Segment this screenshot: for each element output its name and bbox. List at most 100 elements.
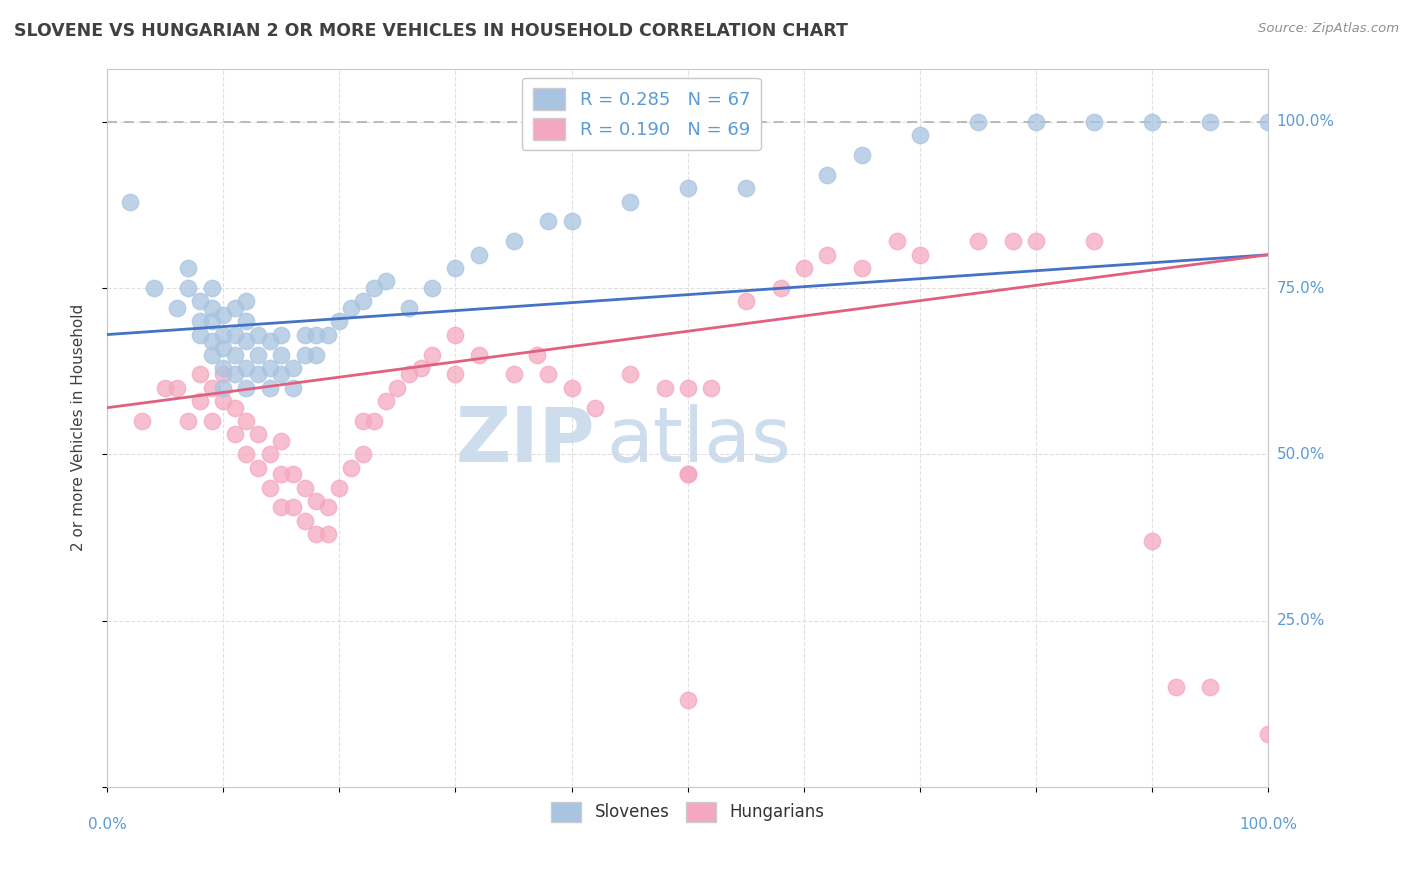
Point: [200, 301, 222, 315]
Point: [908, 128, 931, 142]
Point: [235, 334, 257, 349]
Point: [1142, 533, 1164, 548]
Point: [352, 447, 374, 461]
Point: [235, 447, 257, 461]
Point: [270, 500, 292, 515]
Point: [224, 401, 246, 415]
Point: [444, 327, 467, 342]
Point: [294, 514, 316, 528]
Point: [294, 481, 316, 495]
Point: [166, 301, 188, 315]
Point: [188, 394, 211, 409]
Point: [561, 381, 583, 395]
Point: [676, 181, 699, 195]
Text: 50.0%: 50.0%: [1277, 447, 1324, 462]
Point: [537, 214, 560, 228]
Point: [340, 460, 363, 475]
Point: [398, 301, 420, 315]
Point: [305, 493, 328, 508]
Point: [270, 467, 292, 482]
Point: [235, 360, 257, 375]
Point: [212, 308, 235, 322]
Point: [247, 460, 270, 475]
Point: [131, 414, 153, 428]
Text: 100.0%: 100.0%: [1240, 817, 1298, 832]
Point: [177, 261, 200, 276]
Point: [676, 381, 699, 395]
Point: [120, 194, 142, 209]
Point: [1083, 114, 1105, 128]
Point: [259, 334, 281, 349]
Point: [294, 347, 316, 361]
Point: [619, 194, 641, 209]
Point: [200, 314, 222, 328]
Point: [188, 368, 211, 382]
Point: [281, 360, 304, 375]
Point: [537, 368, 560, 382]
Point: [294, 327, 316, 342]
Text: 100.0%: 100.0%: [1277, 114, 1334, 129]
Point: [247, 427, 270, 442]
Point: [224, 427, 246, 442]
Point: [387, 381, 409, 395]
Point: [212, 381, 235, 395]
Point: [502, 368, 524, 382]
Point: [886, 235, 908, 249]
Point: [235, 314, 257, 328]
Point: [1025, 114, 1047, 128]
Point: [188, 314, 211, 328]
Point: [967, 114, 990, 128]
Point: [734, 294, 756, 309]
Point: [200, 414, 222, 428]
Point: [188, 294, 211, 309]
Point: [851, 148, 873, 162]
Text: 25.0%: 25.0%: [1277, 613, 1324, 628]
Point: [270, 327, 292, 342]
Point: [967, 235, 990, 249]
Text: Source: ZipAtlas.com: Source: ZipAtlas.com: [1258, 22, 1399, 36]
Point: [224, 301, 246, 315]
Point: [815, 248, 838, 262]
Point: [200, 281, 222, 295]
Point: [676, 467, 699, 482]
Y-axis label: 2 or more Vehicles in Household: 2 or more Vehicles in Household: [72, 304, 86, 551]
Text: 0.0%: 0.0%: [87, 817, 127, 832]
Point: [200, 381, 222, 395]
Point: [316, 327, 339, 342]
Point: [305, 327, 328, 342]
Point: [1025, 235, 1047, 249]
Point: [212, 341, 235, 355]
Point: [374, 274, 396, 288]
Point: [200, 347, 222, 361]
Point: [769, 281, 792, 295]
Point: [467, 248, 489, 262]
Point: [374, 394, 396, 409]
Point: [270, 347, 292, 361]
Point: [281, 381, 304, 395]
Point: [247, 327, 270, 342]
Point: [259, 381, 281, 395]
Text: atlas: atlas: [606, 404, 792, 478]
Point: [561, 214, 583, 228]
Text: ZIP: ZIP: [456, 404, 595, 478]
Point: [420, 281, 443, 295]
Point: [1199, 114, 1222, 128]
Point: [815, 168, 838, 182]
Point: [305, 527, 328, 541]
Point: [328, 314, 350, 328]
Point: [502, 235, 524, 249]
Point: [259, 360, 281, 375]
Point: [1001, 235, 1024, 249]
Point: [188, 327, 211, 342]
Point: [340, 301, 363, 315]
Point: [851, 261, 873, 276]
Point: [247, 368, 270, 382]
Point: [676, 467, 699, 482]
Point: [177, 414, 200, 428]
Point: [734, 181, 756, 195]
Point: [224, 327, 246, 342]
Point: [444, 261, 467, 276]
Point: [224, 368, 246, 382]
Point: [700, 381, 723, 395]
Point: [467, 347, 489, 361]
